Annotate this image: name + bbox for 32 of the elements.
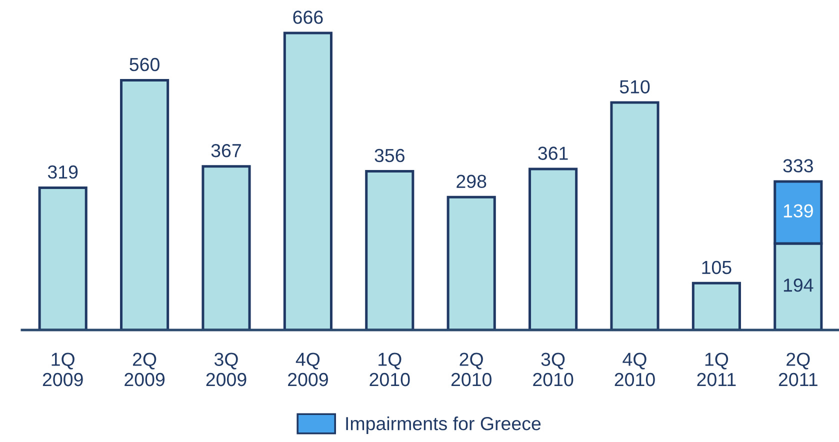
x-tick-label: 2Q 2010 <box>451 352 492 386</box>
total-label: 319 <box>48 165 78 179</box>
total-label: 356 <box>374 148 404 162</box>
bar <box>38 186 88 330</box>
bar <box>610 101 660 330</box>
x-tick-label: 2Q 2011 <box>778 352 818 386</box>
legend-label: Impairments for Greece <box>346 416 541 434</box>
x-tick-label: 1Q 2009 <box>42 352 83 386</box>
x-tick-label: 1Q 2011 <box>697 352 736 386</box>
bar <box>365 170 414 330</box>
x-tick-label: 2Q 2009 <box>124 352 165 386</box>
total-label: 510 <box>620 80 650 94</box>
bar <box>528 168 578 330</box>
x-tick-label: 4Q 2009 <box>288 352 328 386</box>
x-tick-label: 3Q 2010 <box>533 352 574 386</box>
bar <box>120 78 170 330</box>
data-label: 139 <box>784 204 813 218</box>
bar <box>283 32 332 330</box>
total-label: 367 <box>211 144 241 158</box>
bar <box>692 282 741 330</box>
bar <box>446 196 496 330</box>
total-label: 560 <box>130 58 160 72</box>
total-label: 361 <box>538 146 568 160</box>
x-tick-label: 4Q 2010 <box>614 352 655 386</box>
bar <box>202 165 251 330</box>
data-label: 194 <box>784 278 814 292</box>
total-label: 298 <box>456 174 486 188</box>
total-label: 105 <box>702 260 732 274</box>
x-tick-label: 3Q 2009 <box>206 352 246 386</box>
total-label: 333 <box>783 159 813 172</box>
total-label: 666 <box>293 10 323 24</box>
x-tick-label: 1Q 2010 <box>370 352 410 386</box>
